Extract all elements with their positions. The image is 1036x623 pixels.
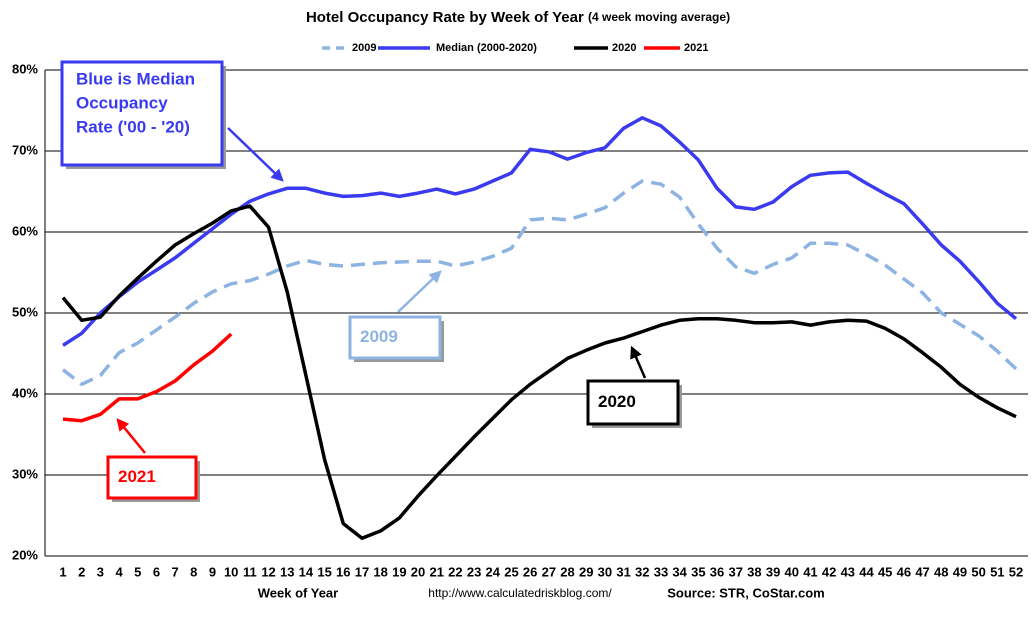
x-tick-label: 49 [953,564,967,579]
annotation-box [106,455,198,500]
x-tick-label: 16 [336,564,350,579]
x-tick-label: 31 [616,564,630,579]
annotation-text: 2009 [360,327,398,346]
x-tick-label: 39 [766,564,780,579]
x-tick-label: 24 [486,564,501,579]
annotation-arrow [397,270,442,313]
x-tick-label: 41 [803,564,817,579]
x-tick-label: 52 [1009,564,1023,579]
annotation-arrow [116,418,146,454]
x-tick-label: 3 [97,564,104,579]
x-tick-label: 30 [598,564,612,579]
x-tick-label: 48 [934,564,948,579]
x-tick-label: 21 [429,564,443,579]
legend-label: 2020 [612,42,636,54]
x-tick-label: 26 [523,564,537,579]
x-tick-label: 4 [115,564,123,579]
annotation-text: Rate ('00 - '20) [76,117,190,136]
annotation-box [586,379,680,426]
annotation-text: 2020 [598,392,636,411]
y-tick-label: 40% [12,385,38,400]
y-tick-label: 60% [12,223,38,238]
series-line [62,332,233,423]
x-tick-label: 33 [654,564,668,579]
y-tick-label: 30% [12,466,38,481]
x-tick-label: 20 [411,564,425,579]
x-tick-label: 35 [691,564,705,579]
x-tick-label: 28 [560,564,574,579]
x-tick-label: 9 [209,564,216,579]
x-axis-label: Week of Year [258,585,338,600]
x-tick-label: 46 [897,564,911,579]
y-tick-label: 70% [12,142,38,157]
x-tick-label: 36 [710,564,724,579]
x-tick-label: 7 [172,564,179,579]
annotation-arrow [227,127,284,182]
legend-label: 2021 [684,42,708,54]
y-tick-label: 80% [12,61,38,76]
x-tick-label: 18 [373,564,387,579]
x-tick-label: 45 [878,564,892,579]
x-tick-label: 10 [224,564,238,579]
annotation-arrow [630,345,647,379]
y-tick-label: 20% [12,547,38,562]
title: Hotel Occupancy Rate by Week of Year [306,9,584,26]
x-tick-label: 40 [785,564,799,579]
annotation-box [348,315,442,360]
annotation-text: Blue is Median [76,69,195,88]
x-tick-label: 1 [59,564,66,579]
x-tick-label: 50 [971,564,985,579]
x-tick-label: 34 [672,564,687,579]
x-tick-label: 32 [635,564,649,579]
series-line [61,204,1017,540]
series-line [62,116,1018,347]
x-tick-label: 38 [747,564,761,579]
x-tick-label: 6 [153,564,160,579]
url: http://www.calculatedriskblog.com/ [428,586,612,600]
chart-title: Hotel Occupancy Rate by Week of Year (4 … [306,9,730,26]
x-tick-label: 27 [542,564,556,579]
x-tick-label: 37 [728,564,742,579]
x-tick-label: 23 [467,564,481,579]
x-tick-label: 13 [280,564,294,579]
series-line [61,179,1018,387]
y-tick-label: 50% [12,304,38,319]
annotation-box [60,60,224,167]
x-tick-label: 25 [504,564,518,579]
annotation-text: Occupancy [76,93,168,112]
x-tick-label: 2 [78,564,85,579]
x-tick-label: 22 [448,564,462,579]
x-tick-label: 19 [392,564,406,579]
x-tick-label: 17 [355,564,369,579]
x-tick-label: 5 [134,564,141,579]
subtitle: (4 week moving average) [588,10,730,24]
x-tick-label: 47 [915,564,929,579]
x-tick-label: 43 [841,564,855,579]
x-tick-label: 51 [990,564,1004,579]
legend-label: 2009 [352,42,376,54]
annotations: Blue is Median Occupancy Rate ('00 - '20) 2… [60,60,682,502]
x-tick-label: 44 [859,564,874,579]
x-tick-label: 14 [299,564,314,579]
x-tick-label: 42 [822,564,836,579]
x-tick-label: 11 [243,564,257,579]
source: Source: STR, CoStar.com [667,585,824,600]
x-tick-label: 15 [317,564,331,579]
x-tick-label: 12 [261,564,275,579]
x-tick-label: 8 [190,564,197,579]
legend-label: Median (2000-2020) [436,42,537,54]
annotation-text: 2021 [118,467,156,486]
x-tick-label: 29 [579,564,593,579]
